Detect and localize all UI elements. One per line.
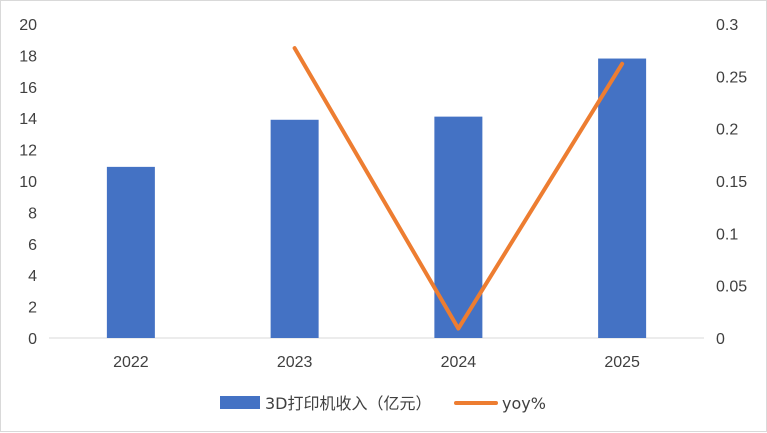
left-tick-label: 18: [19, 48, 37, 65]
x-tick-label: 2023: [277, 354, 313, 371]
left-tick-label: 20: [19, 17, 37, 34]
left-tick-label: 14: [19, 111, 37, 128]
right-tick-label: 0.3: [716, 17, 738, 34]
bar-2025: [598, 58, 647, 338]
left-tick-label: 16: [19, 80, 37, 97]
right-tick-label: 0.15: [716, 174, 747, 191]
x-axis-labels: 2022 2023 2024 2025: [113, 354, 640, 371]
right-tick-label: 0.05: [716, 279, 747, 296]
right-y-axis: 0 0.05 0.1 0.15 0.2 0.25 0.3: [716, 17, 747, 348]
left-tick-label: 6: [28, 237, 37, 254]
legend-bar-swatch: [220, 396, 260, 409]
left-tick-label: 8: [28, 205, 37, 222]
right-tick-label: 0.25: [716, 69, 747, 86]
left-tick-label: 2: [28, 300, 37, 317]
left-tick-label: 10: [19, 174, 37, 191]
legend-bar-label: 3D打印机收入（亿元）: [265, 394, 432, 413]
right-tick-label: 0.2: [716, 122, 738, 139]
legend: 3D打印机收入（亿元） yoy%: [220, 394, 546, 413]
x-tick-label: 2025: [604, 354, 640, 371]
yoy-line: [292, 46, 625, 331]
bar-series: [106, 58, 647, 339]
left-tick-label: 12: [19, 143, 37, 160]
legend-line-label: yoy%: [502, 394, 546, 413]
right-tick-label: 0.1: [716, 226, 738, 243]
left-y-axis: 0 2 4 6 8 10 12 14 16 18 20: [19, 17, 37, 348]
left-tick-label: 4: [28, 268, 37, 285]
x-tick-label: 2024: [441, 354, 477, 371]
bar-2023: [270, 119, 319, 339]
x-tick-label: 2022: [113, 354, 149, 371]
left-tick-label: 0: [28, 331, 37, 348]
bar-2022: [106, 166, 155, 338]
right-tick-label: 0: [716, 331, 725, 348]
line-series: [292, 46, 625, 331]
